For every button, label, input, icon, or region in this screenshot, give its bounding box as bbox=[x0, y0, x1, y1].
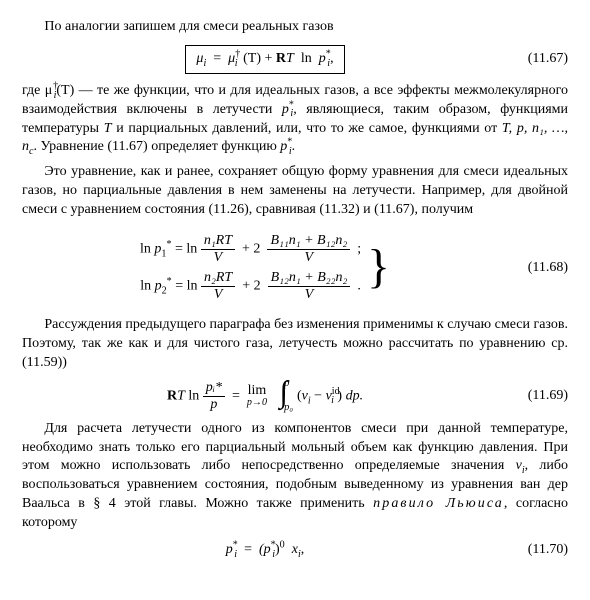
T-sym: T bbox=[286, 51, 294, 66]
int-upper: p bbox=[284, 377, 289, 391]
equation-11-69: RT ln pᵢ*p = lim p→0 p ∫ p₀ (vi − vidi )… bbox=[22, 381, 568, 412]
plus: + 2 bbox=[242, 279, 260, 294]
tail: ; bbox=[357, 242, 361, 257]
psub: 1 bbox=[161, 249, 166, 260]
eq-number: (11.67) bbox=[508, 50, 568, 69]
frac-den: p bbox=[203, 397, 225, 412]
int-lower: p₀ bbox=[284, 401, 293, 415]
eq68-line2: ln p2* = ln n₂RTV + 2 B₁₂n₁ + B₂₂n₂V . bbox=[140, 271, 361, 302]
psup: * bbox=[167, 276, 172, 287]
eq: = bbox=[175, 279, 183, 294]
eq-body: μi = μ†i (T) + RT ln p*i, bbox=[22, 45, 508, 74]
integral-icon: p ∫ p₀ bbox=[280, 383, 288, 409]
equation-11-67: μi = μ†i (T) + RT ln p*i, (11.67) bbox=[22, 45, 568, 74]
psub: i bbox=[234, 549, 237, 560]
rparen: ) bbox=[337, 388, 342, 403]
p: p bbox=[155, 279, 162, 294]
lim-sub: p→0 bbox=[247, 398, 267, 408]
psub: 2 bbox=[162, 286, 167, 297]
eq-number: (11.70) bbox=[508, 541, 568, 560]
vi-id-sub: i bbox=[331, 395, 334, 406]
paren-sup: 0 bbox=[280, 539, 285, 550]
txt: Для расчета летучести одного из компонен… bbox=[22, 421, 568, 474]
ln: ln bbox=[140, 279, 151, 294]
T: T bbox=[177, 388, 185, 403]
comma: , bbox=[330, 51, 334, 66]
txt: . Уравнение (11.67) определяет функцию bbox=[33, 139, 280, 154]
mu-lhs-sub: i bbox=[203, 58, 206, 69]
ln: ln bbox=[188, 388, 199, 403]
para-before-70: Для расчета летучести одного из компонен… bbox=[22, 420, 568, 533]
rp: (p bbox=[259, 542, 271, 557]
txt: . bbox=[292, 139, 296, 154]
txt: где μ bbox=[22, 83, 52, 98]
num2: B₁₁n₁ + B₁₂n₂ bbox=[267, 234, 350, 250]
num: n₁RT bbox=[201, 234, 235, 250]
para-intro: По аналогии запишем для смеси реальных г… bbox=[22, 18, 568, 37]
num2: B₁₂n₁ + B₂₂n₂ bbox=[268, 271, 351, 287]
eq-body: ln p1* = ln n₁RTV + 2 B₁₁n₁ + B₁₂n₂V ; l… bbox=[22, 228, 508, 308]
right-brace-icon: } bbox=[367, 256, 390, 280]
den2: V bbox=[267, 250, 350, 265]
T: T bbox=[104, 121, 112, 136]
plus: + bbox=[265, 51, 273, 66]
txt: и парциальных давлений, или, что то же с… bbox=[112, 121, 502, 136]
para-before-69: Рассуждения предыдущего параграфа без из… bbox=[22, 316, 568, 373]
T-arg: (T) bbox=[243, 51, 261, 66]
equation-11-68: ln p1* = ln n₁RTV + 2 B₁₁n₁ + B₁₂n₂V ; l… bbox=[22, 228, 568, 308]
p-sym: p bbox=[319, 51, 326, 66]
den2: V bbox=[268, 287, 351, 302]
ln: ln bbox=[140, 242, 151, 257]
plus: + 2 bbox=[242, 242, 260, 257]
lim: lim bbox=[247, 384, 267, 398]
boxed-formula: μi = μ†i (T) + RT ln p*i, bbox=[185, 45, 344, 74]
ln2: ln bbox=[186, 242, 197, 257]
eq: = bbox=[175, 242, 183, 257]
psup: * bbox=[166, 239, 171, 250]
dp: dp. bbox=[346, 388, 364, 403]
eq: = bbox=[232, 388, 240, 403]
num: n₂RT bbox=[201, 271, 235, 287]
eq68-line1: ln p1* = ln n₁RTV + 2 B₁₁n₁ + B₁₂n₂V ; bbox=[140, 234, 361, 265]
R: R bbox=[167, 388, 177, 403]
p: p bbox=[282, 102, 289, 117]
eq: = bbox=[244, 542, 252, 557]
comma: , bbox=[301, 542, 305, 557]
tail: . bbox=[357, 279, 361, 294]
lewis-rule: правило Льюиса bbox=[373, 496, 504, 511]
eq-number: (11.69) bbox=[508, 387, 568, 406]
frac-num: pᵢ* bbox=[203, 381, 225, 397]
minus: − bbox=[314, 388, 322, 403]
ln2: ln bbox=[187, 279, 198, 294]
para-before-68: Это уравнение, как и ранее, сохраняет об… bbox=[22, 163, 568, 220]
eq-number: (11.68) bbox=[508, 259, 568, 278]
ln: ln bbox=[301, 51, 312, 66]
den: V bbox=[201, 287, 235, 302]
mu-rhs-sub: i bbox=[235, 58, 238, 69]
eq-body: RT ln pᵢ*p = lim p→0 p ∫ p₀ (vi − vidi )… bbox=[22, 381, 508, 412]
eq-body: p*i = (p*i)0 xi, bbox=[22, 541, 508, 560]
den: V bbox=[201, 250, 235, 265]
rp-sub: i bbox=[272, 549, 275, 560]
vi-sub: i bbox=[308, 395, 311, 406]
R-sym: R bbox=[276, 51, 286, 66]
equation-11-70: p*i = (p*i)0 xi, (11.70) bbox=[22, 541, 568, 560]
p: p bbox=[226, 542, 233, 557]
para-after-67: где μ†i(T) — те же функции, что и для ид… bbox=[22, 82, 568, 158]
